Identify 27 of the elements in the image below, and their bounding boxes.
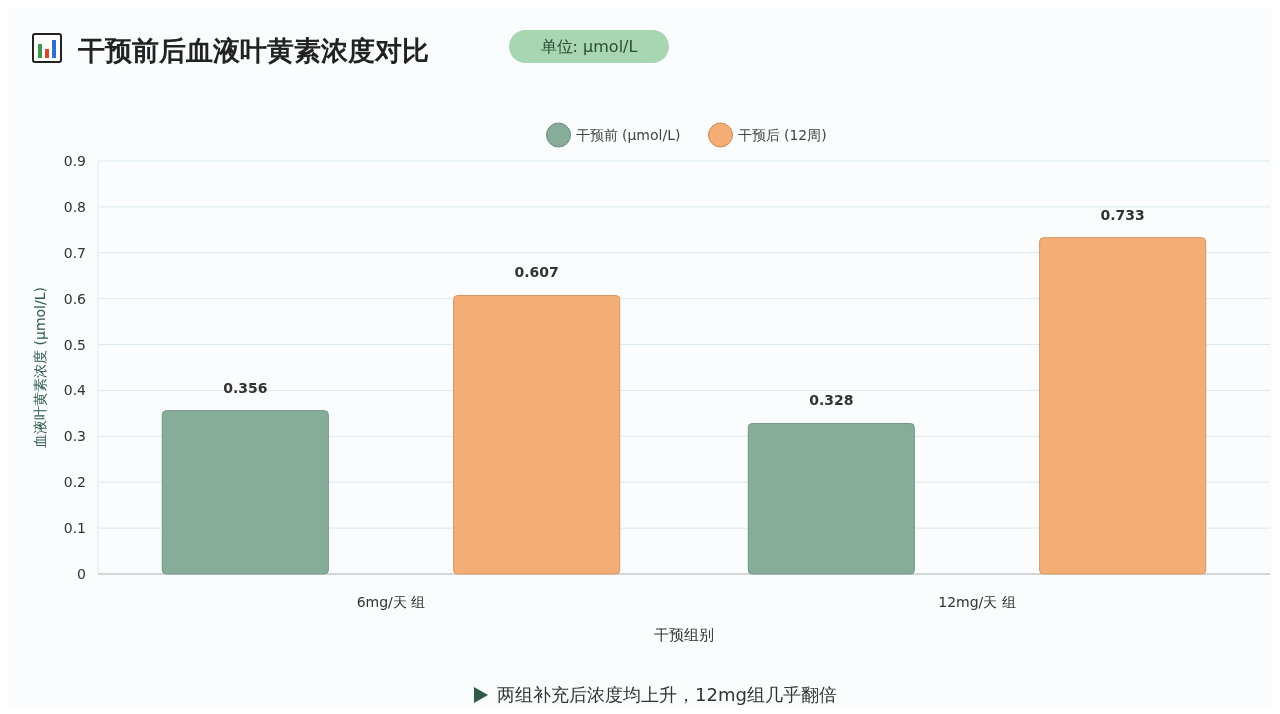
y-tick-label: 0.8 [63, 198, 86, 215]
data-label: 0.607 [514, 264, 559, 281]
y-tick-label: 0.1 [63, 520, 86, 537]
y-tick-label: 0.6 [63, 290, 87, 307]
y-tick-label: 0.2 [63, 474, 86, 491]
y-tick-label: 0.3 [63, 428, 86, 445]
data-label: 0.733 [1100, 206, 1145, 223]
x-tick-label: 6mg/天 组 [356, 594, 426, 610]
chart-subtitle: 单位: μmol/L [540, 37, 638, 56]
bar [161, 410, 329, 575]
chart-title: 干预前后血液叶黄素浓度对比 [77, 35, 429, 66]
data-label: 0.328 [809, 392, 854, 409]
legend-label: 干预后 (12周) [737, 127, 827, 143]
y-tick-label: 0.4 [63, 382, 87, 399]
data-label: 0.356 [223, 379, 268, 396]
legend-label: 干预前 (μmol/L) [575, 127, 681, 143]
y-tick-label: 0.9 [63, 153, 86, 169]
bar [1039, 237, 1207, 575]
y-tick-label: 0 [77, 566, 86, 582]
y-axis-title: 血液叶黄素浓度 (μmol/L) [32, 287, 48, 448]
y-tick-label: 0.7 [63, 244, 86, 261]
x-tick-label: 12mg/天 组 [938, 594, 1016, 610]
bar [453, 294, 621, 575]
bar [747, 422, 915, 575]
y-tick-label: 0.5 [63, 336, 86, 353]
x-axis-title: 干预组别 [654, 626, 714, 644]
text: 两组补充后浓度均上升，12mg组几乎翻倍 [497, 684, 837, 705]
